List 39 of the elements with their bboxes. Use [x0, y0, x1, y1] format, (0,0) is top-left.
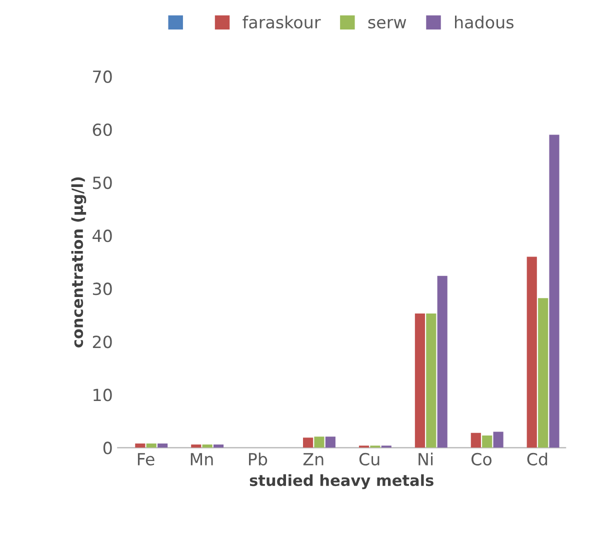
- bar: [325, 436, 336, 448]
- bar: [414, 314, 425, 448]
- bar: [135, 443, 146, 448]
- x-tick-label: Cu: [359, 452, 380, 466]
- x-tick-label: Mn: [190, 453, 213, 466]
- x-tick-label: Fe: [138, 453, 154, 466]
- bar: [191, 444, 202, 448]
- y-tick-label: 20: [92, 336, 112, 348]
- bar: [426, 314, 436, 448]
- x-tick-label: Pb: [249, 452, 268, 466]
- bar: [146, 443, 156, 448]
- bar: [493, 432, 504, 448]
- bar: [437, 276, 448, 448]
- bar: [526, 256, 537, 448]
- bar: [202, 444, 212, 448]
- bar: [314, 436, 324, 448]
- x-tick-label: Zn: [303, 453, 324, 466]
- y-tick-label: 70: [93, 70, 112, 84]
- x-axis-title: studied heavy metals: [250, 474, 434, 490]
- y-tick-label: 60: [92, 123, 112, 136]
- x-tick-label: Ni: [418, 452, 433, 466]
- bar: [482, 436, 492, 448]
- bar: [470, 432, 481, 448]
- x-tick-label: Co: [472, 452, 492, 466]
- legend-label: hadous: [455, 16, 514, 29]
- bar: [213, 444, 224, 448]
- bar: [158, 443, 168, 448]
- bar: [303, 438, 314, 448]
- y-axis-title: concentration (µg/l): [71, 177, 86, 348]
- legend-label: serw: [368, 18, 406, 29]
- bar: [538, 298, 548, 448]
- y-tick-label: 50: [93, 176, 112, 190]
- y-tick-label: 10: [94, 388, 112, 402]
- y-tick-label: 0: [103, 442, 112, 454]
- y-tick-label: 40: [92, 230, 112, 242]
- y-tick-label: 30: [93, 282, 112, 296]
- legend-label: faraskour: [242, 16, 321, 29]
- x-tick-label: Cd: [527, 452, 548, 466]
- bar: [549, 134, 560, 448]
